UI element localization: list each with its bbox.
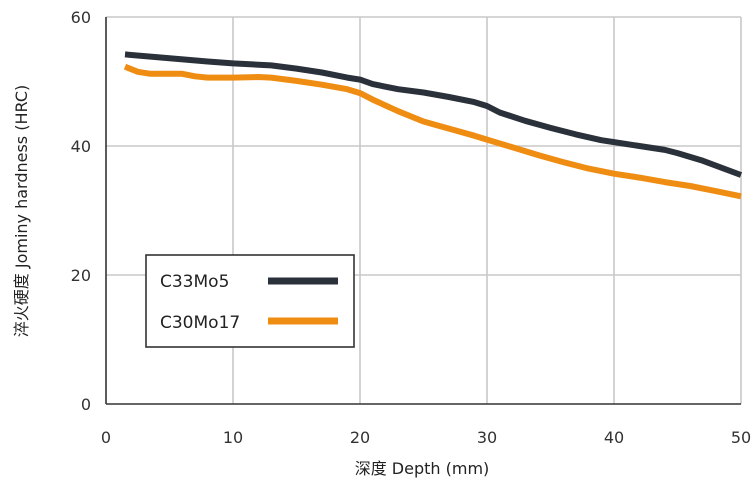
axes: [105, 17, 741, 405]
x-axis-title: 深度 Depth (mm): [355, 459, 490, 478]
y-tick-label-0: 0: [81, 395, 91, 414]
x-tick-label-40: 40: [604, 428, 624, 447]
series-line-c30mo17: [123, 63, 742, 200]
y-axis-title: 淬火硬度 Jominy hardness (HRC): [12, 85, 31, 337]
y-tick-label-40: 40: [71, 137, 91, 156]
x-tick-label-0: 0: [101, 428, 111, 447]
tick-labels: 0 10 20 30 40 50 0 20 40 60: [71, 8, 752, 447]
legend: C33Mo5 C30Mo17: [145, 254, 355, 348]
y-tick-label-20: 20: [71, 266, 91, 285]
x-tick-label-30: 30: [477, 428, 497, 447]
y-tick-label-60: 60: [71, 8, 91, 27]
series-line-c33mo5: [124, 51, 743, 178]
legend-label-c30mo17: C30Mo17: [160, 313, 240, 333]
x-tick-label-50: 50: [731, 428, 751, 447]
series-lines: [123, 51, 743, 200]
x-tick-label-20: 20: [350, 428, 370, 447]
x-tick-label-10: 10: [223, 428, 243, 447]
legend-box: [145, 254, 355, 348]
legend-label-c33mo5: C33Mo5: [160, 272, 229, 292]
